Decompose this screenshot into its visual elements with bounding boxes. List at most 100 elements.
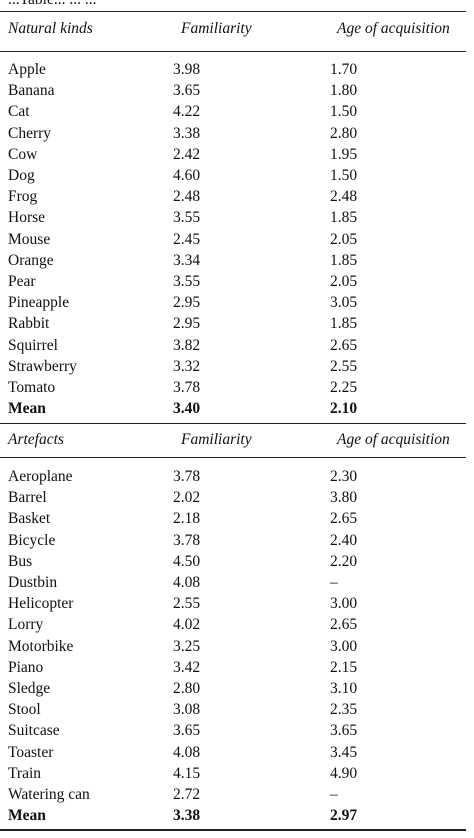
familiarity-value: 3.78 [173,379,201,396]
familiarity-value: 3.78 [173,531,201,549]
item-name: Piano [8,658,44,676]
familiarity-value: 3.65 [173,82,201,100]
age-of-acquisition-value: 2.25 [330,379,358,396]
table-row: Orange 3.34 1.85 [8,250,466,271]
table-row: Apple 3.98 1.70 [8,59,466,80]
age-of-acquisition-value: 1.70 [330,61,358,78]
age-of-acquisition-value: 2.30 [330,468,358,485]
familiarity-value: 3.38 [173,124,201,142]
familiarity-value: 3.55 [173,273,201,290]
age-of-acquisition-value: 2.40 [330,531,358,549]
item-name: Apple [8,61,46,78]
familiarity-value: 4.22 [173,103,201,121]
familiarity-value: 4.15 [173,764,201,782]
item-name: Strawberry [8,357,77,375]
item-name: Squirrel [8,336,58,354]
familiarity-value: 4.50 [173,552,201,570]
familiarity-value: 3.25 [173,637,201,655]
age-of-acquisition-value: 2.48 [330,188,358,206]
item-name: Dog [8,167,35,184]
item-name: Stool [8,701,41,719]
item-name: Lorry [8,616,44,634]
table-row: Tomato 3.78 2.25 [8,377,466,398]
table-row: Suitcase 3.65 3.65 [8,720,466,741]
age-of-acquisition-value: 3.05 [330,294,358,312]
age-of-acquisition-value: – [330,574,338,591]
age-of-acquisition-value: 4.90 [330,764,358,782]
item-name: Rabbit [8,315,50,333]
header-familiarity: Familiarity [181,20,252,37]
item-name: Helicopter [8,595,74,613]
table-row: Watering can 2.72 – [8,784,466,805]
header-age-of-acquisition: Age of acquisition [337,20,450,37]
age-of-acquisition-value: 3.00 [330,595,358,613]
top-rule [0,11,466,12]
familiarity-value: 2.95 [173,315,201,333]
familiarity-value: 2.55 [173,595,201,613]
table-row: Horse 3.55 1.85 [8,207,466,228]
table-row: Bicycle 3.78 2.40 [8,530,466,551]
familiarity-value: 3.78 [173,468,201,485]
familiarity-value: 3.55 [173,209,201,227]
header2-rule [0,457,466,458]
header1-rule [0,51,466,52]
familiarity-value: 3.38 [173,807,201,825]
table-row: Barrel 2.02 3.80 [8,487,466,508]
familiarity-value: 3.98 [173,61,201,78]
header-age-of-acquisition: Age of acquisition [337,431,450,448]
familiarity-value: 2.45 [173,230,201,248]
familiarity-value: 3.42 [173,658,201,676]
item-name: Mouse [8,230,51,248]
table-row: Cow 2.42 1.95 [8,144,466,165]
table-row: Lorry 4.02 2.65 [8,614,466,635]
familiarity-value: 3.34 [173,251,201,269]
clipped-caption: ...Table... ... ... [8,0,96,9]
item-name: Mean [8,400,46,418]
age-of-acquisition-value: 3.65 [330,722,358,740]
familiarity-value: 3.82 [173,336,201,354]
table-row: Basket 2.18 2.65 [8,508,466,529]
item-name: Suitcase [8,722,60,740]
item-name: Cherry [8,124,52,142]
item-name: Horse [8,209,46,227]
table-row: Strawberry 3.32 2.55 [8,356,466,377]
header-category: Artefacts [8,431,64,448]
table-row: Sledge 2.80 3.10 [8,678,466,699]
familiarity-value: 2.72 [173,786,201,803]
familiarity-value: 2.80 [173,680,201,697]
item-name: Cow [8,145,38,163]
item-name: Tomato [8,379,56,396]
age-of-acquisition-value: 2.35 [330,701,358,719]
age-of-acquisition-value: – [330,786,338,803]
age-of-acquisition-value: 2.65 [330,616,358,634]
table-row: Rabbit 2.95 1.85 [8,313,466,334]
age-of-acquisition-value: 1.85 [330,315,358,333]
table-row: Pear 3.55 2.05 [8,271,466,292]
item-name: Pineapple [8,294,70,312]
table-row: Mouse 2.45 2.05 [8,229,466,250]
table-row: Cherry 3.38 2.80 [8,123,466,144]
table-row: Bus 4.50 2.20 [8,551,466,572]
familiarity-value: 4.60 [173,167,201,184]
table-row: Pineapple 2.95 3.05 [8,292,466,313]
age-of-acquisition-value: 1.50 [330,103,358,121]
item-name: Mean [8,807,46,825]
age-of-acquisition-value: 2.05 [330,230,358,248]
age-of-acquisition-value: 2.65 [330,336,358,354]
header-category: Natural kinds [8,20,93,37]
item-name: Basket [8,510,51,528]
age-of-acquisition-value: 1.50 [330,167,358,184]
age-of-acquisition-value: 2.55 [330,357,358,375]
table-row: Toaster 4.08 3.45 [8,742,466,763]
section1-header-row: Natural kinds Familiarity Age of acquisi… [8,20,466,44]
age-of-acquisition-value: 3.80 [330,489,358,507]
item-name: Bus [8,552,33,570]
age-of-acquisition-value: 2.05 [330,273,358,290]
bottom-rule [0,829,466,831]
table-row: Dog 4.60 1.50 [8,165,466,186]
table-row: Piano 3.42 2.15 [8,657,466,678]
item-name: Barrel [8,489,47,507]
item-name: Banana [8,82,55,100]
item-name: Motorbike [8,637,74,655]
table-row: Train 4.15 4.90 [8,763,466,784]
